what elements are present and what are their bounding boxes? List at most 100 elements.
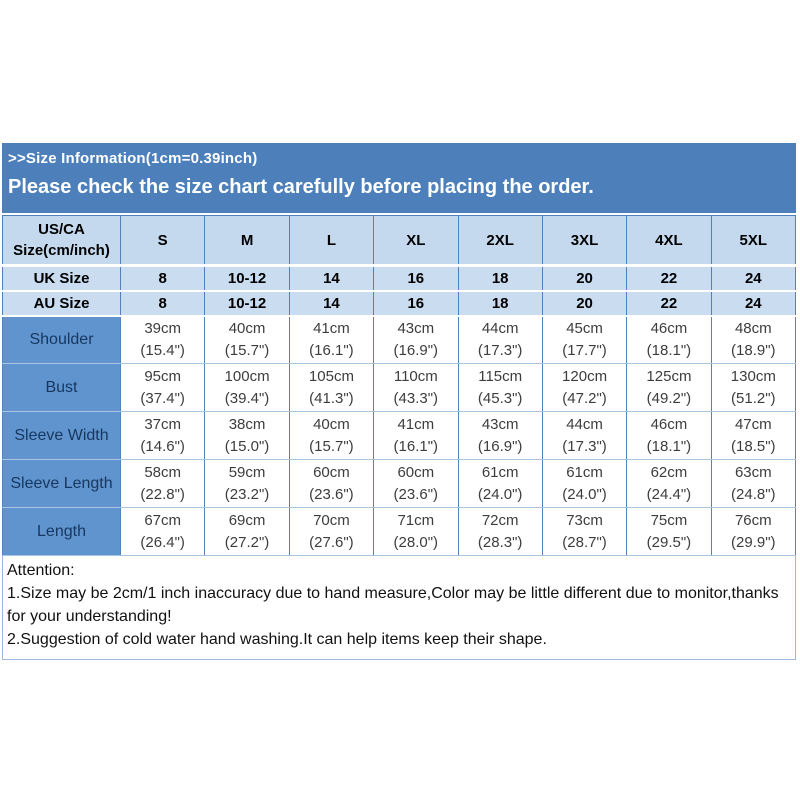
- size-column-header: M: [204, 215, 290, 267]
- measurement-inch: (16.1"): [309, 341, 354, 359]
- measurement-cm: 41cm: [397, 415, 435, 433]
- measurement-cell: 46cm (18.1"): [626, 411, 712, 460]
- measurement-inch: (23.6"): [309, 485, 354, 503]
- measurement-cm: 45cm: [566, 319, 603, 337]
- measurement-inch: (15.7"): [224, 341, 270, 359]
- conversion-cell: 16: [373, 265, 459, 292]
- measurement-inch: (23.6"): [393, 485, 439, 503]
- corner-header-line1: US/CA: [38, 221, 85, 238]
- measurement-cm: 44cm: [481, 319, 519, 337]
- measurement-cell: 61cm (24.0"): [541, 459, 628, 508]
- conversion-cell: 20: [541, 290, 628, 317]
- conversion-cell: 10-12: [204, 290, 290, 317]
- measurement-cell: 63cm (24.8"): [710, 459, 797, 508]
- measurement-inch: (47.2"): [562, 389, 607, 407]
- conversion-cell: 18: [457, 290, 543, 317]
- measurement-cell: 105cm (41.3"): [288, 363, 375, 412]
- measurement-cm: 48cm: [734, 319, 772, 337]
- measurement-inch: (28.7"): [562, 533, 607, 551]
- measurement-inch: (37.4"): [140, 389, 185, 407]
- measurement-cm: 69cm: [228, 511, 266, 529]
- measurement-inch: (23.2"): [224, 485, 270, 503]
- measurement-cm: 37cm: [144, 415, 182, 433]
- size-column-header: S: [119, 215, 206, 267]
- conversion-cell: 18: [457, 265, 543, 292]
- measurement-cell: 70cm (27.6"): [288, 507, 375, 556]
- size-column-header: 2XL: [457, 215, 543, 267]
- measurement-cell: 69cm (27.2"): [204, 507, 290, 556]
- measurement-cell: 76cm (29.9"): [710, 507, 797, 556]
- measurement-inch: (39.4"): [224, 389, 270, 407]
- measurement-cell: 125cm (49.2"): [626, 363, 712, 412]
- measurement-cell: 61cm (24.0"): [457, 459, 543, 508]
- conversion-cell: 14: [288, 290, 375, 317]
- measurement-inch: (15.7"): [309, 437, 354, 455]
- measurement-cell: 41cm (16.1"): [288, 315, 375, 364]
- measurement-cm: 130cm: [730, 367, 776, 385]
- measurement-inch: (15.4"): [140, 341, 185, 359]
- measurement-inch: (27.2"): [224, 533, 270, 551]
- measurement-row: Shoulder 39cm (15.4") 40cm (15.7") 41cm (16.1"…: [2, 315, 797, 364]
- conversion-cell: 8: [119, 265, 206, 292]
- measurement-cm: 40cm: [228, 319, 266, 337]
- measurement-cell: 72cm (28.3"): [457, 507, 543, 556]
- table-header-row: US/CA Size(cm/inch) S M L XL 2XL 3XL 4XL 5XL: [2, 215, 797, 267]
- measurement-cell: 95cm (37.4"): [119, 363, 206, 412]
- measurement-cm: 41cm: [313, 319, 350, 337]
- measurement-cm: 43cm: [481, 415, 519, 433]
- measurement-cell: 62cm (24.4"): [626, 459, 712, 508]
- measurement-cell: 59cm (23.2"): [204, 459, 290, 508]
- measurement-cell: 120cm (47.2"): [541, 363, 628, 412]
- conversion-row: UK Size 8 10-12 14 16 18 20 22 24: [2, 265, 797, 292]
- measurement-cm: 71cm: [397, 511, 435, 529]
- conversion-cell: 16: [373, 290, 459, 317]
- measurement-cell: 41cm (16.1"): [373, 411, 459, 460]
- measurement-cm: 110cm: [393, 367, 438, 385]
- measurement-cell: 130cm (51.2"): [710, 363, 797, 412]
- conversion-row: AU Size 8 10-12 14 16 18 20 22 24: [2, 290, 797, 317]
- conversion-cell: 24: [710, 290, 797, 317]
- measurement-inch: (45.3"): [477, 389, 523, 407]
- measurement-cm: 59cm: [228, 463, 266, 481]
- measurement-cell: 44cm (17.3"): [541, 411, 628, 460]
- row-label: AU Size: [2, 290, 121, 317]
- measurement-inch: (24.8"): [731, 485, 776, 503]
- measurement-cell: 43cm (16.9"): [373, 315, 459, 364]
- conversion-cell: 22: [626, 290, 712, 317]
- measurement-cell: 60cm (23.6"): [288, 459, 375, 508]
- measurement-cm: 100cm: [224, 367, 270, 385]
- measurement-cm: 62cm: [650, 463, 688, 481]
- measurement-cm: 73cm: [566, 511, 603, 529]
- measurement-row: Sleeve Width 37cm (14.6") 38cm (15.0") 40cm (1…: [2, 411, 797, 460]
- size-chart-body: US/CA Size(cm/inch) S M L XL 2XL 3XL 4XL 5XL UK Si…: [2, 215, 797, 556]
- measurement-cell: 40cm (15.7"): [288, 411, 375, 460]
- measurement-inch: (16.9"): [477, 437, 523, 455]
- measurement-cm: 39cm: [144, 319, 182, 337]
- measurement-inch: (16.9"): [393, 341, 439, 359]
- row-label: UK Size: [2, 265, 121, 292]
- conversion-cell: 8: [119, 290, 206, 317]
- size-column-header: 4XL: [626, 215, 712, 267]
- conversion-cell: 10-12: [204, 265, 290, 292]
- measurement-cell: 39cm (15.4"): [119, 315, 206, 364]
- measurement-cm: 40cm: [313, 415, 350, 433]
- measurement-inch: (41.3"): [309, 389, 354, 407]
- measurement-inch: (27.6"): [309, 533, 354, 551]
- measurement-cm: 44cm: [566, 415, 603, 433]
- measurement-inch: (24.0"): [477, 485, 523, 503]
- conversion-cell: 20: [541, 265, 628, 292]
- measurement-cm: 120cm: [562, 367, 608, 385]
- measurement-cm: 61cm: [481, 463, 519, 481]
- size-column-header: 3XL: [541, 215, 628, 267]
- attention-title: Attention:: [7, 562, 75, 579]
- measurement-inch: (17.3"): [562, 437, 607, 455]
- measurement-inch: (16.1"): [393, 437, 439, 455]
- measurement-cm: 70cm: [313, 511, 350, 529]
- measurement-cell: 67cm (26.4"): [119, 507, 206, 556]
- measurement-inch: (29.9"): [731, 533, 776, 551]
- measurement-inch: (24.0"): [562, 485, 607, 503]
- measurement-cm: 46cm: [650, 415, 688, 433]
- measurement-inch: (17.7"): [562, 341, 607, 359]
- measurement-inch: (22.8"): [140, 485, 185, 503]
- measurement-cell: 43cm (16.9"): [457, 411, 543, 460]
